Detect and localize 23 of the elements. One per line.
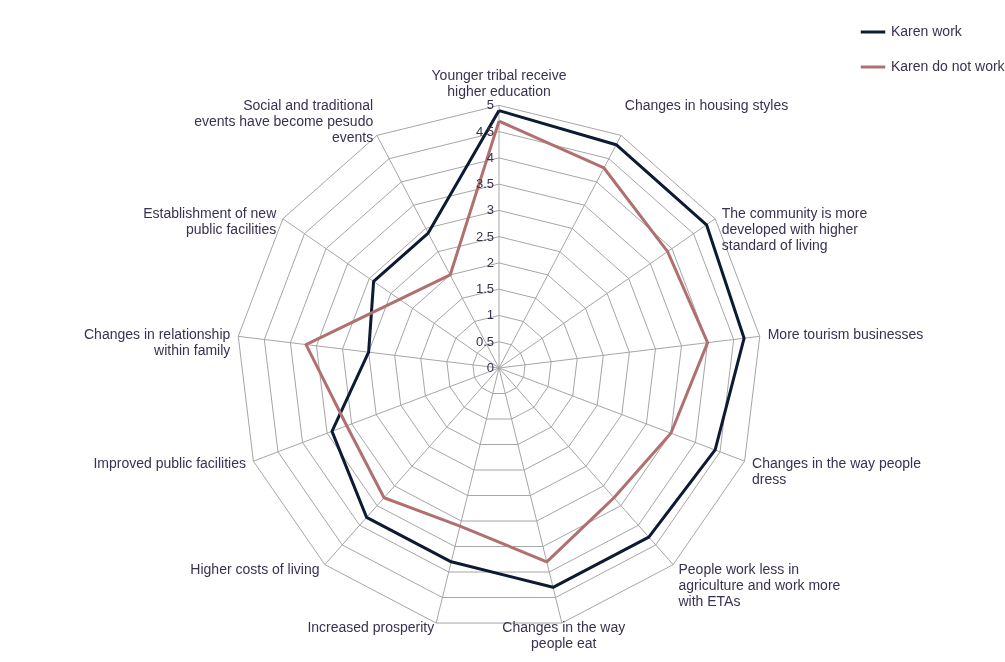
legend-label: Karen do not work (891, 58, 1005, 74)
spoke-label: Establishment of new public facilities (143, 205, 278, 238)
legend-label: Karen work (891, 23, 963, 39)
spoke-label: Social and traditional events have become pesudo events (194, 97, 374, 146)
y-tick-label: 1 (486, 307, 494, 323)
spoke-label: Changes in housing styles (624, 97, 789, 114)
spoke-label: More tourism businesses (767, 326, 924, 343)
y-tick-label: 0.5 (475, 333, 494, 349)
spoke-label: Increased prosperity (307, 619, 435, 636)
y-tick-label: 0 (486, 360, 494, 375)
spoke-label: Changes in the way people eat (502, 619, 626, 652)
y-tick-label: 3 (486, 202, 494, 218)
spoke-label: Changes in relationship within family (83, 326, 231, 359)
spoke-label: Changes in the way people dress (752, 454, 922, 487)
y-tick-label: 2 (486, 254, 494, 270)
y-tick-label: 2.5 (475, 228, 494, 244)
spoke-label: People work less in agriculture and work more with ETAs (677, 560, 841, 609)
spoke-label: Younger tribal receive higher education (431, 67, 567, 100)
y-tick-label: 1.5 (475, 281, 494, 297)
spoke-label: Higher costs of living (190, 560, 320, 577)
spoke-label: The community is more developed with higher standard of living (721, 205, 868, 254)
y-tick-label: 5 (486, 97, 494, 113)
spoke-label: Improved public facilities (93, 454, 246, 471)
